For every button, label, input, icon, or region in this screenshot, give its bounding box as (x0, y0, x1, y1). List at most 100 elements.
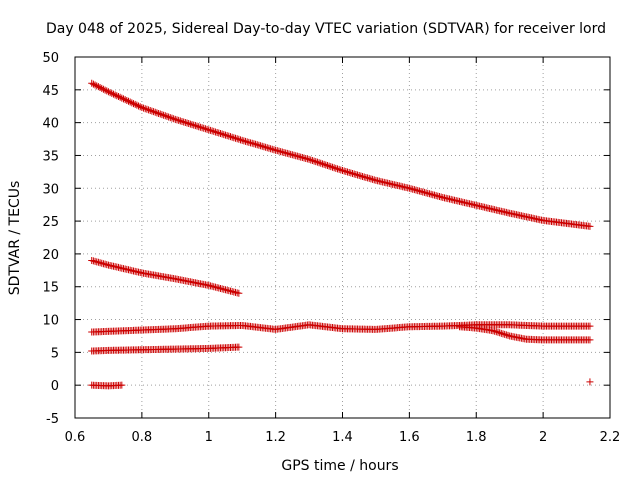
data-point (101, 86, 109, 94)
data-point (99, 85, 107, 93)
data-point (221, 131, 229, 139)
data-point (230, 134, 238, 142)
data-point (91, 81, 99, 89)
data-point (150, 108, 158, 116)
data-point (313, 158, 321, 166)
y-tick-label: -5 (46, 412, 59, 427)
data-point (98, 84, 106, 92)
y-tick-labels: -5 0 5 10 15 20 25 30 35 40 45 50 (42, 51, 59, 427)
data-point (118, 94, 126, 102)
data-point (228, 133, 236, 141)
data-point (119, 95, 127, 103)
data-point (178, 117, 186, 125)
data-point (499, 330, 507, 338)
data-point (168, 114, 176, 122)
series-sat-a (88, 79, 594, 230)
data-point (111, 91, 119, 99)
data-point (170, 115, 178, 123)
data-point (113, 92, 121, 100)
data-point (492, 328, 500, 336)
data-point (328, 163, 336, 171)
data-point (337, 166, 345, 174)
data-point (126, 98, 134, 106)
data-point (166, 114, 174, 122)
data-point (215, 129, 223, 137)
data-point (232, 134, 239, 142)
data-point (213, 128, 221, 136)
data-point (312, 158, 320, 166)
data-point (155, 109, 163, 117)
data-point (323, 162, 331, 170)
data-point (504, 331, 512, 339)
data-point (327, 163, 335, 171)
data-point (307, 156, 315, 164)
data-point (116, 93, 124, 101)
x-tick-label: 1.6 (399, 430, 420, 445)
data-point (335, 165, 343, 173)
data-point (223, 132, 231, 140)
data-point (158, 111, 166, 119)
data-point (108, 89, 116, 97)
x-tick-label: 1.8 (466, 430, 487, 445)
data-point (586, 336, 594, 344)
data-point (176, 117, 184, 125)
data-point (322, 161, 330, 169)
series-sat-b (88, 256, 243, 297)
data-point (143, 105, 151, 113)
data-point (235, 343, 243, 351)
data-point (136, 103, 144, 111)
y-tick-label: 5 (51, 346, 59, 361)
series-sat-f (88, 381, 126, 390)
data-point (200, 124, 208, 132)
data-point (586, 378, 594, 386)
x-tick-label: 1.2 (265, 430, 286, 445)
data-point (586, 322, 594, 330)
data-point (104, 88, 112, 96)
data-point (146, 106, 154, 114)
x-tick-label: 0.6 (65, 430, 86, 445)
data-point (330, 164, 338, 172)
data-point (191, 122, 199, 130)
x-tick-label: 2 (539, 430, 547, 445)
data-point (183, 119, 191, 127)
data-point (496, 329, 504, 337)
data-point (325, 162, 333, 170)
data-point (491, 327, 499, 335)
data-point (171, 115, 179, 123)
data-point (502, 331, 510, 339)
data-point (88, 79, 96, 87)
data-point (173, 116, 181, 124)
data-points (88, 79, 594, 390)
series-sat-e (88, 343, 243, 355)
data-point (220, 131, 228, 139)
x-tick-label: 1.4 (332, 430, 353, 445)
data-point (208, 127, 216, 135)
data-point (188, 121, 196, 129)
data-point (94, 83, 102, 91)
data-point (310, 157, 318, 165)
x-tick-label: 1 (205, 430, 213, 445)
data-point (141, 105, 149, 113)
plot-frame (74, 56, 611, 419)
data-point (235, 135, 243, 143)
data-point (156, 110, 164, 118)
data-point (181, 119, 189, 127)
data-point (118, 381, 126, 389)
data-point (489, 327, 497, 335)
data-point (163, 112, 171, 120)
data-point (198, 124, 206, 132)
data-point (320, 160, 328, 168)
data-point (497, 329, 505, 337)
chart-title: Day 048 of 2025, Sidereal Day-to-day VTE… (46, 21, 606, 37)
data-point (315, 159, 323, 167)
y-tick-label: 20 (42, 248, 59, 263)
data-point (93, 82, 101, 90)
data-point (123, 96, 131, 104)
y-tick-label: 25 (42, 215, 59, 230)
data-point (501, 330, 509, 338)
data-point (226, 133, 234, 141)
y-tick-label: 10 (42, 314, 59, 329)
y-tick-label: 0 (51, 379, 59, 394)
data-point (133, 101, 141, 109)
